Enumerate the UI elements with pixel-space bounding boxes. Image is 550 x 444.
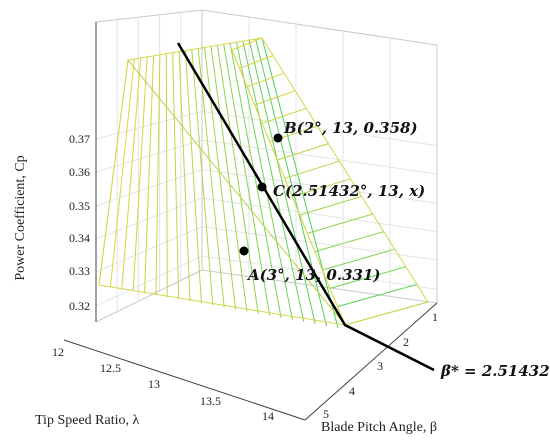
tick-labels: 0.32 0.33 0.34 0.35 0.36 0.37 12 12.5 13… (52, 132, 438, 423)
surface-mesh-line (109, 58, 135, 288)
point-c-label: C(2.51432°, 13, x) (273, 182, 425, 200)
surface-mesh-line (223, 44, 271, 316)
surface-mesh-rung (329, 266, 407, 289)
x-axis-title: Blade Pitch Angle, β (321, 420, 437, 435)
z-tick-label: 0.32 (69, 299, 90, 313)
z-tick-label: 0.36 (69, 165, 90, 179)
y-tick-label: 14 (262, 409, 274, 423)
x-tick-label: 1 (432, 310, 438, 324)
surface-ridge (231, 49, 346, 326)
y-axis-line (63, 339, 306, 421)
beta-star-label: β* = 2.51432° (440, 362, 550, 380)
point-b-label: B(2°, 13, 0.358) (283, 119, 418, 137)
point-c-marker (257, 182, 267, 192)
point-a-label: A(3°, 13, 0.331) (246, 266, 381, 284)
surface-mesh-line (165, 53, 168, 298)
surface-mesh-line (204, 47, 237, 310)
z-tick-label: 0.37 (69, 132, 90, 146)
surface-mesh-rung (314, 231, 384, 253)
y-tick-label: 13.5 (200, 394, 221, 408)
surface-mesh-rung (261, 107, 307, 124)
beta-star-line (176, 42, 435, 372)
surface-mesh-rung (337, 283, 418, 308)
surface-ridge (127, 59, 346, 326)
box-edge (201, 269, 438, 304)
surface-mesh-line (235, 42, 293, 320)
x-tick-label: 3 (377, 359, 383, 373)
surface-mesh-line (216, 45, 259, 314)
surface-mesh-line (210, 46, 248, 312)
surface-mesh-line (229, 43, 282, 318)
surface-mesh-line (197, 48, 225, 308)
surface-mesh-line (184, 50, 202, 304)
z-gridline (95, 139, 438, 175)
y-tick-label: 12 (52, 345, 64, 359)
surface-edge (98, 37, 429, 326)
y-tick-label: 12.5 (100, 361, 121, 375)
surface-mesh-rung (277, 143, 329, 161)
surface-mesh-rung (322, 248, 395, 271)
surface-mesh-line (191, 49, 214, 306)
annotated-points: B(2°, 13, 0.358) C(2.51432°, 13, x) A(3°… (239, 119, 425, 284)
back-grid (95, 9, 438, 323)
x-axis-line (304, 302, 438, 421)
surface-mesh-rung (299, 195, 362, 216)
z-gridline (95, 197, 438, 240)
z-gridline (95, 110, 438, 147)
x-tick-label: 2 (403, 335, 409, 349)
surface-mesh-line (178, 51, 191, 302)
surface-mesh-line (248, 39, 316, 325)
y-axis-title: Tip Speed Ratio, λ (35, 413, 139, 428)
z-tick-label: 0.35 (69, 199, 90, 213)
surface-mesh-line (132, 56, 148, 292)
axes (63, 22, 438, 421)
y-tick-label: 13 (148, 377, 160, 391)
surface-mesh (98, 37, 429, 329)
x-tick-label: 5 (323, 407, 329, 421)
point-a-marker (239, 246, 249, 256)
surface-mesh-line (172, 52, 180, 300)
z-tick-label: 0.33 (69, 264, 90, 278)
z-gridline (95, 226, 438, 273)
surface-mesh-line (261, 37, 339, 329)
surface-mesh-line (255, 38, 328, 327)
box-edge (95, 269, 203, 323)
point-b-marker (273, 133, 283, 143)
surface-mesh-rung (307, 213, 373, 234)
surface-mesh-rung (292, 178, 351, 198)
surface-mesh-line (121, 57, 142, 290)
z-gridline (95, 255, 438, 307)
z-tick-label: 0.34 (69, 231, 90, 245)
z-axis-title: Power Coefficient, Cp (13, 155, 28, 280)
surface-mesh-rung (254, 90, 296, 106)
x-tick-label: 4 (349, 384, 355, 398)
surface-mesh-rung (284, 160, 340, 179)
surface-mesh-rung (231, 37, 263, 51)
surface-mesh-line (155, 54, 161, 296)
surface-mesh-line (242, 41, 305, 322)
surface-mesh-rung (246, 72, 285, 88)
surface-mesh-rung (239, 55, 274, 69)
surface-mesh-line (144, 55, 155, 294)
